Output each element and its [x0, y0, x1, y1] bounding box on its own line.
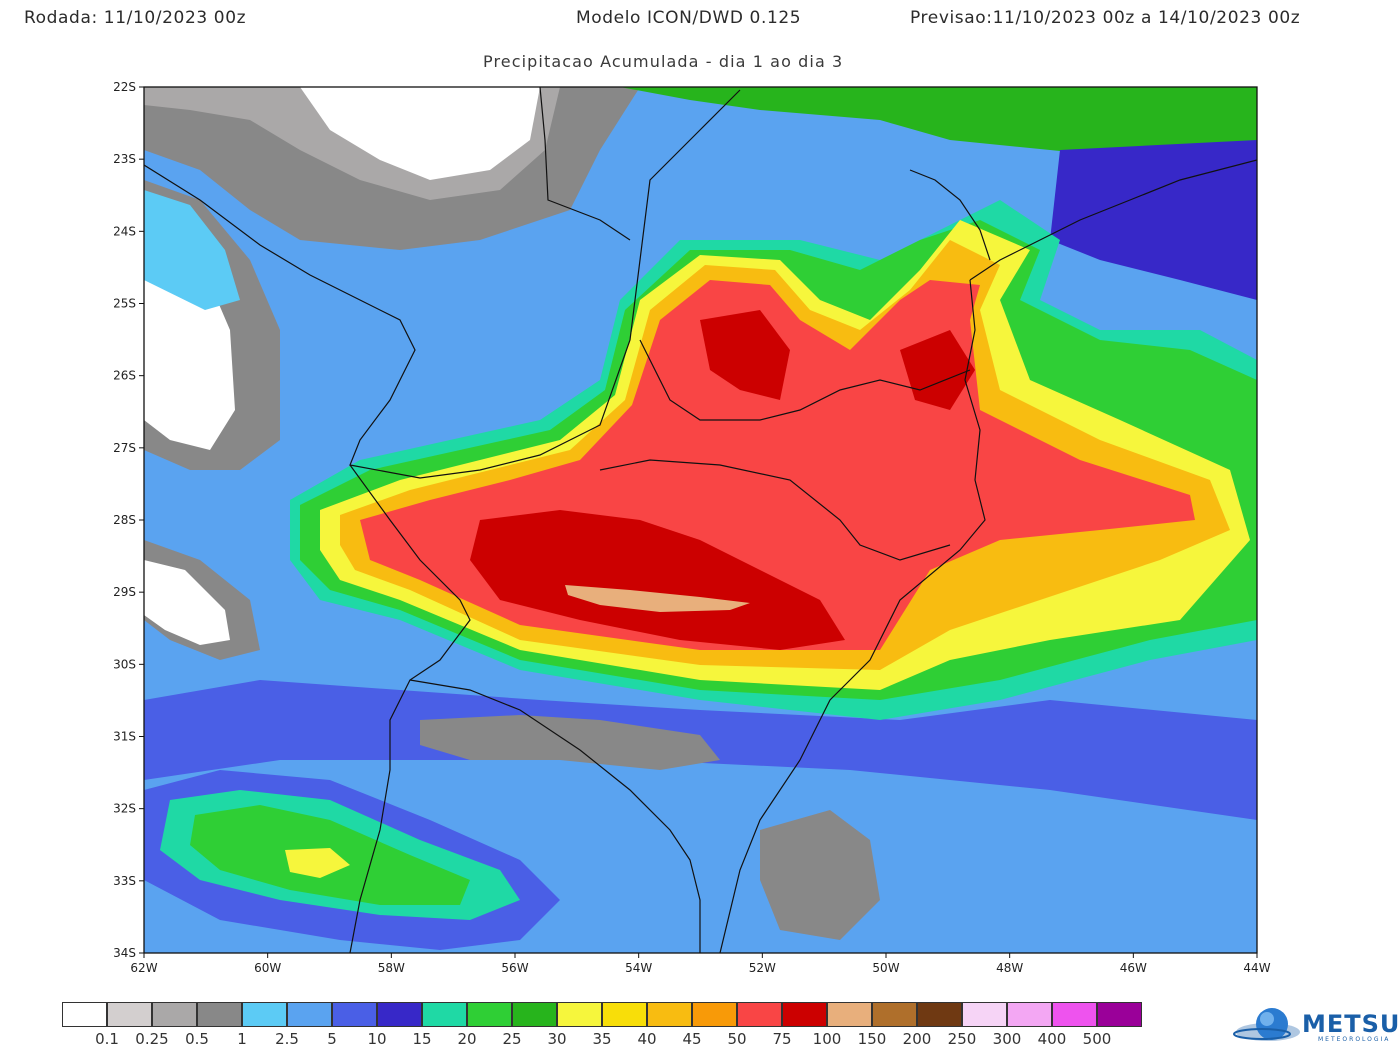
legend-swatch: [827, 1002, 872, 1027]
legend-level-label: 1: [237, 1030, 247, 1048]
legend-level-label: 75: [772, 1030, 792, 1048]
legend-level-label: 300: [992, 1030, 1022, 1048]
legend-swatch: [782, 1002, 827, 1027]
lon-tick-label: 50W: [872, 961, 899, 975]
legend-level-label: 35: [592, 1030, 612, 1048]
legend-swatch: [692, 1002, 737, 1027]
logo-subtitle: METEOROLOGIA: [1318, 1036, 1391, 1043]
legend-level-label: 20: [457, 1030, 477, 1048]
legend-swatch: [377, 1002, 422, 1027]
longitude-axis: 62W 60W 58W 56W 54W 52W 50W 48W 46W 44W: [130, 953, 1271, 975]
lat-tick-label: 29S: [113, 585, 136, 599]
lon-tick-label: 56W: [501, 961, 528, 975]
precip-field: [144, 87, 1257, 953]
lat-tick-label: 27S: [113, 441, 136, 455]
legend-level-label: 250: [947, 1030, 977, 1048]
lat-tick-label: 32S: [113, 802, 136, 816]
legend-level-label: 500: [1082, 1030, 1112, 1048]
metsul-logo: METSUL METEOROLOGIA: [1232, 1002, 1400, 1050]
legend-swatch: [917, 1002, 962, 1027]
lat-tick-label: 34S: [113, 946, 136, 960]
lat-tick-label: 22S: [113, 80, 136, 94]
legend-swatch: [962, 1002, 1007, 1027]
lat-tick-label: 33S: [113, 874, 136, 888]
legend-level-label: 30: [547, 1030, 567, 1048]
legend-level-label: 400: [1037, 1030, 1067, 1048]
legend-swatch: [1007, 1002, 1052, 1027]
legend-level-label: 45: [682, 1030, 702, 1048]
lon-tick-label: 54W: [625, 961, 652, 975]
legend-level-label: 0.5: [185, 1030, 209, 1048]
legend-level-label: 0.1: [95, 1030, 119, 1048]
legend-level-label: 2.5: [275, 1030, 299, 1048]
legend-swatch: [467, 1002, 512, 1027]
lon-tick-label: 48W: [996, 961, 1023, 975]
latitude-axis: 22S 23S 24S 25S 26S 27S 28S 29S 30S 31S 32S 33S 34S: [113, 80, 144, 960]
legend-swatch: [1052, 1002, 1097, 1027]
lat-tick-label: 23S: [113, 152, 136, 166]
political-borders: [144, 87, 1257, 953]
legend-level-label: 150: [857, 1030, 887, 1048]
legend-swatch: [242, 1002, 287, 1027]
globe-icon: [1233, 1008, 1300, 1041]
lat-tick-label: 26S: [113, 369, 136, 383]
color-legend: 0.1 0.25 0.5 1 2.5 5 10 15 20 25 30 35 40 45 50 75 100 15…: [62, 1002, 1147, 1050]
legend-level-label: 10: [367, 1030, 387, 1048]
legend-level-label: 15: [412, 1030, 432, 1048]
legend-level-label: 100: [812, 1030, 842, 1048]
lat-tick-label: 25S: [113, 297, 136, 311]
legend-swatch: [1097, 1002, 1142, 1027]
legend-level-label: 5: [327, 1030, 337, 1048]
legend-swatch: [62, 1002, 107, 1027]
legend-level-label: 50: [727, 1030, 747, 1048]
logo-wordmark: METSUL: [1302, 1010, 1400, 1038]
legend-level-label: 25: [502, 1030, 522, 1048]
lon-tick-label: 52W: [749, 961, 776, 975]
legend-swatch: [332, 1002, 377, 1027]
model-name-label: Modelo ICON/DWD 0.125: [576, 8, 802, 28]
lon-tick-label: 62W: [130, 961, 157, 975]
legend-swatch: [287, 1002, 332, 1027]
lon-tick-label: 58W: [378, 961, 405, 975]
lat-tick-label: 28S: [113, 513, 136, 527]
lon-tick-label: 46W: [1120, 961, 1147, 975]
legend-level-label: 40: [637, 1030, 657, 1048]
lon-tick-label: 60W: [254, 961, 281, 975]
lat-tick-label: 30S: [113, 657, 136, 671]
lat-tick-label: 24S: [113, 224, 136, 238]
legend-level-label: 200: [902, 1030, 932, 1048]
run-date-label: Rodada: 11/10/2023 00z: [24, 8, 247, 28]
legend-swatch: [647, 1002, 692, 1027]
legend-swatch: [602, 1002, 647, 1027]
lat-tick-label: 31S: [113, 730, 136, 744]
legend-swatch: [107, 1002, 152, 1027]
lon-tick-label: 44W: [1243, 961, 1270, 975]
legend-swatch: [152, 1002, 197, 1027]
legend-swatch: [872, 1002, 917, 1027]
legend-swatch: [737, 1002, 782, 1027]
precipitation-map: 22S23S24S25S26S27S28S29S30S31S32S33S34S …: [113, 80, 1271, 975]
legend-swatch: [512, 1002, 557, 1027]
forecast-period-label: Previsao:11/10/2023 00z a 14/10/2023 00z: [910, 8, 1301, 28]
legend-swatch: [197, 1002, 242, 1027]
legend-level-label: 0.25: [135, 1030, 169, 1048]
map-subtitle: Precipitacao Acumulada - dia 1 ao dia 3: [483, 52, 844, 71]
legend-swatch: [422, 1002, 467, 1027]
legend-swatch: [557, 1002, 602, 1027]
